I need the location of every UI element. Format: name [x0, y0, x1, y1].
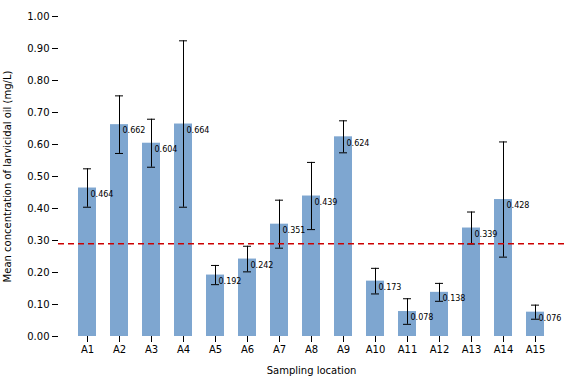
svg-text:A8: A8: [305, 344, 318, 355]
svg-text:A15: A15: [526, 344, 546, 355]
svg-text:0.90: 0.90: [27, 43, 49, 54]
svg-text:A2: A2: [113, 344, 126, 355]
svg-text:A14: A14: [494, 344, 514, 355]
svg-text:0.80: 0.80: [27, 75, 49, 86]
svg-text:0.464: 0.464: [91, 190, 114, 199]
svg-text:0.60: 0.60: [27, 139, 49, 150]
svg-text:0.10: 0.10: [27, 299, 49, 310]
svg-text:0.664: 0.664: [187, 126, 210, 135]
svg-text:A13: A13: [462, 344, 482, 355]
svg-text:1.00: 1.00: [27, 11, 49, 22]
svg-text:0.50: 0.50: [27, 171, 49, 182]
svg-text:A9: A9: [337, 344, 350, 355]
svg-text:0.351: 0.351: [283, 226, 306, 235]
svg-text:A3: A3: [145, 344, 158, 355]
svg-text:0.00: 0.00: [27, 331, 49, 342]
svg-text:0.40: 0.40: [27, 203, 49, 214]
svg-text:0.192: 0.192: [219, 277, 242, 286]
svg-text:0.20: 0.20: [27, 267, 49, 278]
svg-text:0.439: 0.439: [315, 198, 338, 207]
svg-text:Mean concentration of larvicid: Mean concentration of larvicidal oil (mg…: [2, 71, 13, 283]
svg-text:0.70: 0.70: [27, 107, 49, 118]
svg-text:A5: A5: [209, 344, 222, 355]
svg-text:0.078: 0.078: [411, 313, 434, 322]
svg-text:0.428: 0.428: [507, 201, 530, 210]
svg-text:A1: A1: [81, 344, 94, 355]
svg-text:A7: A7: [273, 344, 286, 355]
svg-text:A6: A6: [241, 344, 254, 355]
svg-text:0.30: 0.30: [27, 235, 49, 246]
svg-text:Sampling location: Sampling location: [267, 365, 357, 376]
svg-text:A11: A11: [398, 344, 418, 355]
svg-text:0.242: 0.242: [251, 261, 274, 270]
svg-text:0.339: 0.339: [475, 230, 498, 239]
svg-text:0.662: 0.662: [123, 126, 146, 135]
svg-text:0.076: 0.076: [539, 314, 562, 323]
svg-text:A10: A10: [366, 344, 386, 355]
svg-text:0.138: 0.138: [443, 294, 466, 303]
svg-text:0.604: 0.604: [155, 145, 178, 154]
svg-text:A4: A4: [177, 344, 190, 355]
svg-text:0.624: 0.624: [347, 139, 370, 148]
svg-text:A12: A12: [430, 344, 450, 355]
svg-text:0.173: 0.173: [379, 283, 402, 292]
